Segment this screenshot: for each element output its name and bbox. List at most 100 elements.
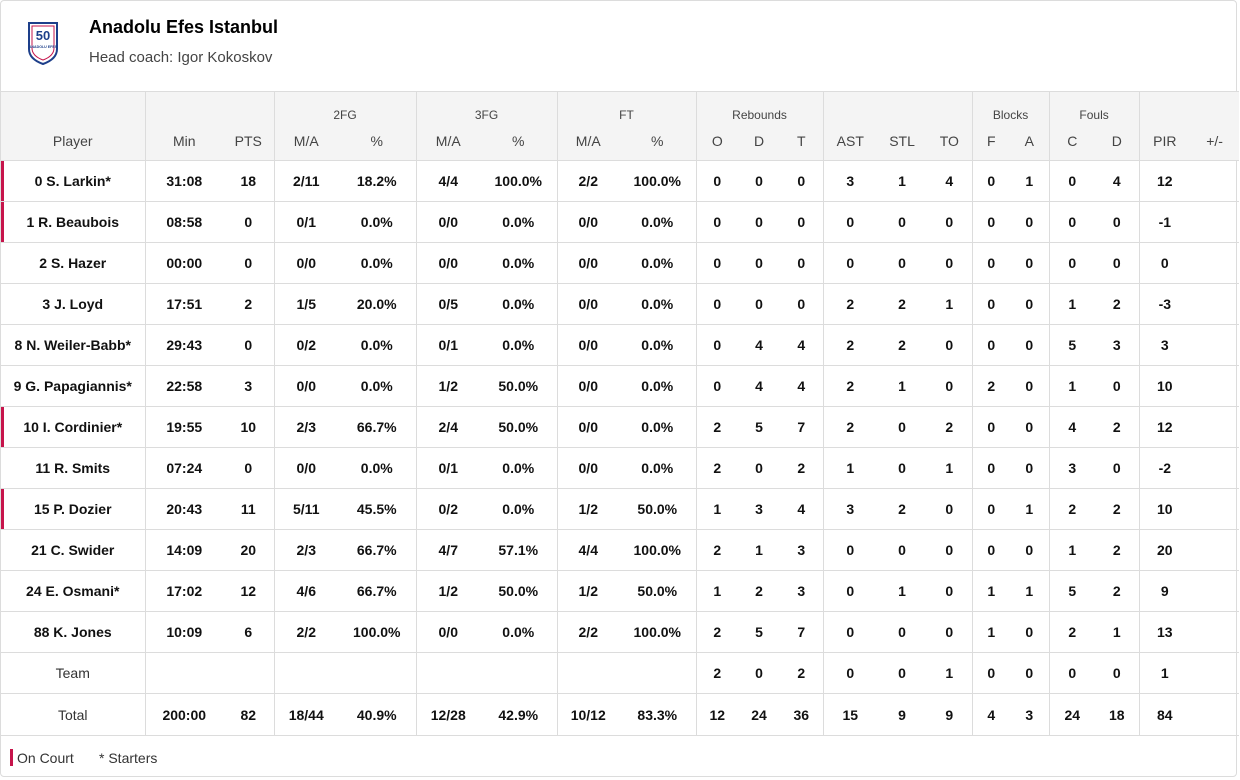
stat-min: 19:55 bbox=[144, 406, 223, 448]
stat-ft-ma: 0/0 bbox=[556, 447, 619, 489]
team-name: Anadolu Efes Istanbul bbox=[89, 17, 279, 37]
stat-blk-a: 0 bbox=[1010, 201, 1050, 243]
stat-fg3-pct: 42.9% bbox=[480, 693, 557, 736]
stat-reb-d: 0 bbox=[738, 242, 781, 284]
stat-ft-pct: 0.0% bbox=[619, 283, 697, 325]
total-row: Total 200:00 82 18/44 40.9% 12/28 42.9% 10/12 83… bbox=[1, 693, 1240, 736]
stat-to: 0 bbox=[927, 242, 973, 284]
stat-ast: 2 bbox=[822, 365, 878, 407]
stat-min bbox=[144, 652, 223, 694]
svg-text:ANADOLU EFES: ANADOLU EFES bbox=[29, 45, 58, 49]
col-plus-minus: +/- bbox=[1190, 122, 1240, 161]
stat-ft-ma: 0/0 bbox=[556, 242, 619, 284]
legend-on-court: On Court bbox=[17, 750, 74, 766]
stat-min: 17:02 bbox=[144, 570, 223, 612]
player-name[interactable]: 0 S. Larkin* bbox=[1, 160, 145, 202]
player-name[interactable]: 21 C. Swider bbox=[1, 529, 145, 571]
stat-pm bbox=[1190, 201, 1240, 243]
player-name[interactable]: 1 R. Beaubois bbox=[1, 201, 145, 243]
player-name[interactable]: 15 P. Dozier bbox=[1, 488, 145, 530]
stat-foul-d: 0 bbox=[1095, 201, 1140, 243]
stat-pir: -3 bbox=[1138, 283, 1191, 325]
stat-stl: 0 bbox=[877, 529, 928, 571]
stat-reb-o: 1 bbox=[695, 570, 739, 612]
stat-reb-o: 0 bbox=[695, 160, 739, 202]
stat-reb-t: 4 bbox=[780, 324, 824, 366]
team-row: Team 2 0 2 0 0 1 0 0 0 0 1 bbox=[1, 652, 1240, 694]
stat-reb-t: 2 bbox=[780, 652, 824, 694]
stat-reb-d: 5 bbox=[738, 611, 781, 653]
stat-foul-d: 0 bbox=[1095, 447, 1140, 489]
stat-foul-d: 2 bbox=[1095, 529, 1140, 571]
stat-fg3-ma bbox=[415, 652, 480, 694]
stat-fg3-pct: 0.0% bbox=[480, 201, 557, 243]
col-blk-a: A bbox=[1010, 122, 1050, 161]
player-row: 3 J. Loyd 17:51 2 1/5 20.0% 0/5 0.0% 0/0 0.0% 0 0 0… bbox=[1, 283, 1240, 325]
stat-to: 0 bbox=[927, 611, 973, 653]
stat-stl: 9 bbox=[877, 693, 928, 736]
stat-reb-d: 0 bbox=[738, 201, 781, 243]
stat-ast: 0 bbox=[822, 201, 878, 243]
stat-fg2-ma: 4/6 bbox=[273, 570, 338, 612]
stat-reb-d: 1 bbox=[738, 529, 781, 571]
player-name[interactable]: 88 K. Jones bbox=[1, 611, 145, 653]
stat-reb-t: 36 bbox=[780, 693, 824, 736]
stat-to: 0 bbox=[927, 324, 973, 366]
group-ft: FT bbox=[556, 91, 697, 122]
stat-stl: 1 bbox=[877, 365, 928, 407]
stat-ft-ma: 0/0 bbox=[556, 283, 619, 325]
player-name[interactable]: 9 G. Papagiannis* bbox=[1, 365, 145, 407]
stat-fg3-pct: 0.0% bbox=[480, 488, 557, 530]
stat-ft-pct: 50.0% bbox=[619, 570, 697, 612]
stat-to: 4 bbox=[927, 160, 973, 202]
stat-foul-d: 2 bbox=[1095, 488, 1140, 530]
stat-reb-t: 0 bbox=[780, 242, 824, 284]
stat-min: 200:00 bbox=[144, 693, 223, 736]
stat-min: 07:24 bbox=[144, 447, 223, 489]
stat-fg2-ma: 1/5 bbox=[273, 283, 338, 325]
stat-min: 08:58 bbox=[144, 201, 223, 243]
stat-fg2-pct: 20.0% bbox=[338, 283, 416, 325]
stat-reb-t: 7 bbox=[780, 611, 824, 653]
player-name[interactable]: 11 R. Smits bbox=[1, 447, 145, 489]
stat-fg3-pct: 0.0% bbox=[480, 283, 557, 325]
stat-blk-f: 4 bbox=[971, 693, 1011, 736]
stat-pts: 3 bbox=[223, 365, 274, 407]
stat-pm bbox=[1190, 406, 1240, 448]
stat-reb-d: 0 bbox=[738, 652, 781, 694]
stat-fg2-pct: 0.0% bbox=[338, 242, 416, 284]
stat-fg2-pct: 0.0% bbox=[338, 201, 416, 243]
stat-stl: 2 bbox=[877, 488, 928, 530]
player-row: 15 P. Dozier 20:43 11 5/11 45.5% 0/2 0.0% 1/2 50… bbox=[1, 488, 1240, 530]
stat-stl: 0 bbox=[877, 406, 928, 448]
stat-stl: 0 bbox=[877, 447, 928, 489]
stat-fg2-pct: 66.7% bbox=[338, 406, 416, 448]
stat-to: 0 bbox=[927, 570, 973, 612]
stat-foul-c: 0 bbox=[1048, 201, 1096, 243]
stat-pts: 82 bbox=[223, 693, 274, 736]
stat-foul-c: 0 bbox=[1048, 160, 1096, 202]
stat-ft-pct: 0.0% bbox=[619, 406, 697, 448]
stat-pts: 0 bbox=[223, 242, 274, 284]
stat-stl: 2 bbox=[877, 324, 928, 366]
stat-fg3-ma: 0/0 bbox=[415, 201, 480, 243]
stat-reb-t: 0 bbox=[780, 201, 824, 243]
stat-fg3-ma: 0/0 bbox=[415, 611, 480, 653]
head-coach: Head coach: Igor Kokoskov bbox=[89, 49, 273, 66]
stat-foul-d: 2 bbox=[1095, 570, 1140, 612]
player-name[interactable]: 3 J. Loyd bbox=[1, 283, 145, 325]
player-name[interactable]: 24 E. Osmani* bbox=[1, 570, 145, 612]
player-name[interactable]: 8 N. Weiler-Babb* bbox=[1, 324, 145, 366]
col-foul-c: C bbox=[1048, 122, 1096, 161]
stat-pts bbox=[223, 652, 274, 694]
stat-pts: 20 bbox=[223, 529, 274, 571]
stat-foul-c: 3 bbox=[1048, 447, 1096, 489]
stat-to: 0 bbox=[927, 529, 973, 571]
player-name[interactable]: 10 I. Cordinier* bbox=[1, 406, 145, 448]
player-row: 2 S. Hazer 00:00 0 0/0 0.0% 0/0 0.0% 0/0 0.0% 0 0 0… bbox=[1, 242, 1240, 284]
stat-pm bbox=[1190, 693, 1240, 736]
player-name[interactable]: 2 S. Hazer bbox=[1, 242, 145, 284]
stat-reb-d: 5 bbox=[738, 406, 781, 448]
stat-ft-pct: 100.0% bbox=[619, 160, 697, 202]
